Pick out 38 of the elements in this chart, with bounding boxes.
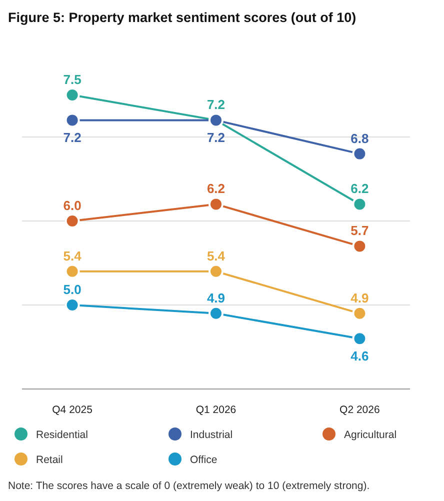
data-label: 5.7 <box>350 223 369 238</box>
chart-title: Figure 5: Property market sentiment scores (out of 10) <box>8 10 356 25</box>
point <box>208 196 224 212</box>
legend-label: Office <box>190 454 218 466</box>
point <box>64 298 80 312</box>
x-tick-label: Q2 2026 <box>340 404 380 416</box>
data-label: 7.2 <box>63 130 82 146</box>
point <box>208 264 224 279</box>
point <box>352 146 368 162</box>
data-label: 4.9 <box>350 290 369 306</box>
data-label: 7.2 <box>206 130 226 146</box>
point <box>64 112 80 128</box>
x-tick-label: Q1 2026 <box>196 404 236 416</box>
legend-label: Residential <box>36 429 88 441</box>
x-tick-label: Q4 2025 <box>52 404 93 416</box>
point <box>64 214 80 228</box>
point <box>352 331 368 346</box>
point <box>352 196 368 212</box>
legend-label: Retail <box>36 454 63 466</box>
data-label: 6.2 <box>350 181 369 196</box>
data-label: 6.0 <box>63 198 82 213</box>
data-label: 6.2 <box>206 181 226 196</box>
legend-label: Agricultural <box>344 429 397 441</box>
point <box>208 306 224 321</box>
data-label: 5.4 <box>206 248 226 264</box>
text: Note: The scores have a scale of 0 (extremely weak) to 10 (extremely strong). <box>8 480 370 492</box>
data-label: 7.5 <box>63 72 82 87</box>
point <box>64 88 80 102</box>
point <box>352 238 368 254</box>
data-label: 5.0 <box>63 282 82 297</box>
point <box>352 306 368 321</box>
legend-label: Industrial <box>190 429 233 441</box>
data-label: 4.9 <box>206 290 226 306</box>
point <box>64 264 80 279</box>
data-label: 4.6 <box>350 348 369 364</box>
data-label: 6.8 <box>350 130 369 146</box>
data-label: 5.4 <box>63 248 82 264</box>
data-label: 7.2 <box>206 97 226 112</box>
